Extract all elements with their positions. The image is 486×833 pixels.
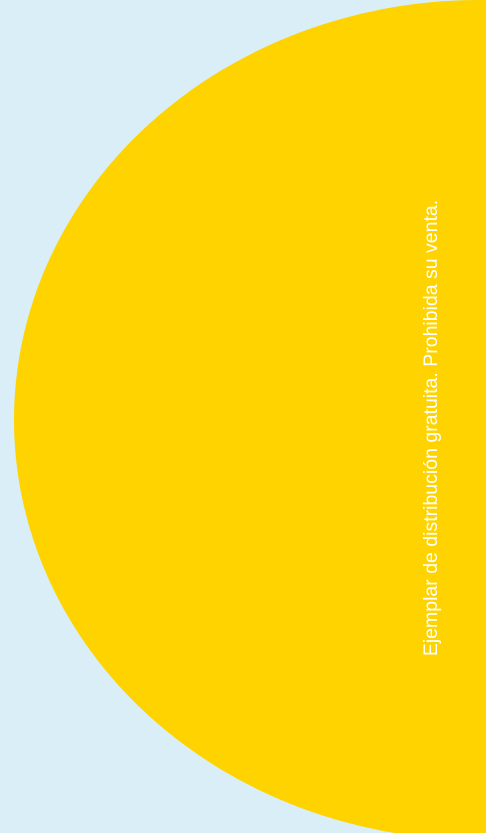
yellow-half-circle-icon <box>14 0 486 833</box>
yellow-half-circle-fill <box>14 0 486 833</box>
free-distribution-notice: Ejemplar de distribución gratuita. Prohi… <box>420 199 442 657</box>
